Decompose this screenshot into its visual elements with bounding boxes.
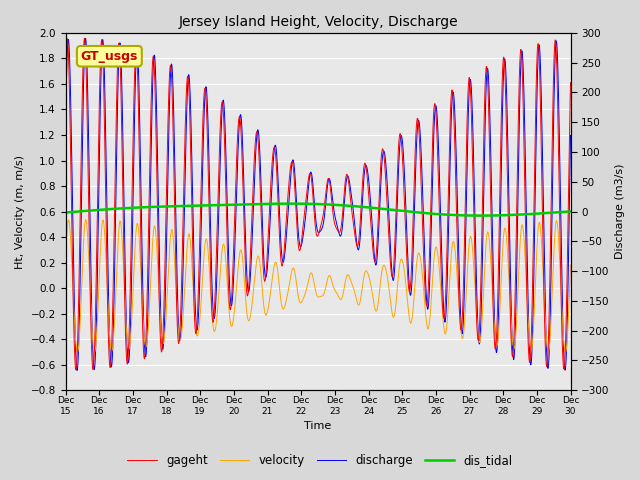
- velocity: [414, 251, 422, 257]
- gageht: [566, 80, 574, 85]
- dis_tidal: [61, 210, 69, 216]
- dis_tidal: [441, 212, 449, 217]
- Legend: gageht, velocity, discharge, dis_tidal: gageht, velocity, discharge, dis_tidal: [122, 449, 518, 472]
- velocity: [61, 259, 69, 264]
- velocity: [566, 262, 574, 268]
- dis_tidal: [414, 210, 422, 216]
- gageht: [61, 74, 69, 80]
- gageht: [479, 200, 486, 205]
- gageht: [414, 118, 422, 123]
- discharge: [61, 124, 69, 130]
- dis_tidal: [566, 209, 574, 215]
- Y-axis label: Ht, Velocity (m, m/s): Ht, Velocity (m, m/s): [15, 155, 25, 269]
- velocity: [479, 310, 486, 316]
- gageht: [222, 196, 230, 202]
- dis_tidal: [287, 201, 294, 206]
- discharge: [414, 119, 422, 124]
- Line: gageht: gageht: [65, 38, 570, 370]
- discharge: [73, 368, 81, 373]
- discharge: [415, 118, 422, 124]
- X-axis label: Time: Time: [305, 421, 332, 432]
- discharge: [479, 254, 486, 260]
- discharge: [441, 319, 449, 325]
- Line: discharge: discharge: [65, 38, 570, 371]
- discharge: [382, 161, 390, 167]
- velocity: [82, 216, 90, 222]
- discharge: [222, 156, 230, 161]
- dis_tidal: [479, 213, 486, 218]
- velocity: [415, 251, 422, 256]
- Line: velocity: velocity: [65, 219, 570, 352]
- velocity: [74, 349, 81, 355]
- velocity: [382, 266, 390, 272]
- gageht: [81, 35, 88, 41]
- discharge: [82, 36, 90, 41]
- Text: GT_usgs: GT_usgs: [81, 50, 138, 63]
- velocity: [222, 261, 230, 267]
- dis_tidal: [222, 202, 230, 208]
- gageht: [72, 367, 80, 372]
- dis_tidal: [414, 210, 422, 216]
- gageht: [415, 119, 422, 125]
- Y-axis label: Discharge (m3/s): Discharge (m3/s): [615, 164, 625, 259]
- gageht: [441, 304, 449, 310]
- dis_tidal: [477, 213, 485, 218]
- velocity: [441, 331, 449, 336]
- dis_tidal: [382, 206, 390, 212]
- Title: Jersey Island Height, Velocity, Discharge: Jersey Island Height, Velocity, Discharg…: [178, 15, 458, 29]
- discharge: [566, 132, 574, 138]
- gageht: [382, 179, 390, 184]
- Line: dis_tidal: dis_tidal: [65, 204, 570, 216]
